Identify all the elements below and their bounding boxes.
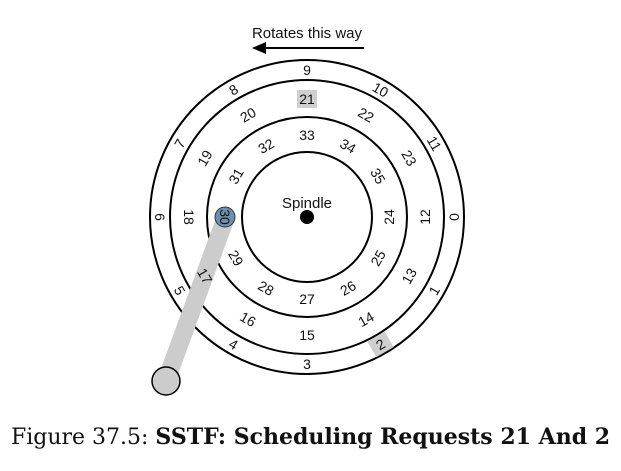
sector-12: 12 [417, 209, 433, 225]
rotation-label: Rotates this way [252, 25, 363, 42]
platter [149, 59, 465, 375]
sector-number: 18 [181, 209, 197, 225]
sector-26: 26 [337, 277, 359, 299]
sector-14: 14 [355, 308, 377, 330]
sector-number: 25 [367, 247, 389, 269]
sector-19: 19 [194, 147, 216, 169]
sector-10: 10 [370, 79, 392, 101]
sector-number: 23 [398, 147, 420, 169]
sector-number: 7 [171, 136, 189, 151]
sector-number: 17 [194, 265, 216, 287]
caption-title: SSTF: Scheduling Requests 21 And 2 [155, 424, 611, 450]
figure-caption: Figure 37.5: SSTF: Scheduling Requests 2… [0, 424, 621, 464]
sector-number: 29 [225, 247, 247, 269]
sector-25: 25 [367, 247, 389, 269]
sector-8: 8 [226, 81, 241, 99]
sector-number: 26 [337, 277, 359, 299]
spindle-dot [300, 210, 314, 224]
sector-number: 27 [299, 291, 315, 307]
sector-9: 9 [303, 62, 311, 78]
sector-17: 17 [194, 265, 216, 287]
sector-number: 5 [171, 283, 189, 298]
sector-29: 29 [225, 247, 247, 269]
sector-24: 24 [381, 209, 397, 225]
sector-7: 7 [171, 136, 189, 151]
arm-pivot [151, 366, 181, 396]
sector-30: 30 [214, 206, 236, 228]
sector-number: 10 [370, 79, 392, 101]
sector-number: 12 [417, 209, 433, 225]
sector-34: 34 [337, 135, 359, 157]
sector-1: 1 [425, 283, 443, 298]
sector-18: 18 [181, 209, 197, 225]
sector-number: 4 [226, 335, 241, 353]
sector-22: 22 [355, 104, 377, 126]
sector-2: 2 [367, 331, 394, 358]
sector-31: 31 [225, 165, 247, 187]
disk-diagram: Rotates this way Spindle 012345678910111… [149, 25, 465, 396]
sector-16: 16 [237, 308, 259, 330]
outer-track-ring [169, 79, 445, 355]
middle-track-ring [206, 116, 408, 318]
sector-number: 30 [217, 209, 233, 225]
disk-arm [151, 213, 235, 396]
sector-number: 34 [337, 135, 359, 157]
sector-number: 3 [303, 356, 311, 372]
rotation-arrow-icon [252, 42, 364, 54]
sector-20: 20 [237, 104, 259, 126]
sector-number: 22 [355, 104, 377, 126]
sector-35: 35 [367, 165, 389, 187]
sector-0: 0 [446, 213, 462, 221]
sector-27: 27 [299, 291, 315, 307]
inner-track-ring [241, 151, 373, 283]
sector-number: 14 [355, 308, 377, 330]
sector-number: 35 [367, 165, 389, 187]
sector-32: 32 [255, 135, 277, 157]
sector-number: 33 [299, 127, 315, 143]
sector-number: 6 [152, 213, 168, 221]
sector-number: 20 [237, 104, 259, 126]
sector-number: 8 [226, 81, 241, 99]
sector-28: 28 [255, 277, 277, 299]
sector-highlight [367, 331, 394, 358]
spindle-label: Spindle [282, 195, 332, 212]
sector-number: 21 [299, 91, 315, 107]
disk-head [214, 206, 236, 228]
sector-number: 13 [398, 265, 420, 287]
sector-33: 33 [299, 127, 315, 143]
sector-15: 15 [299, 327, 315, 343]
sector-23: 23 [398, 147, 420, 169]
sector-4: 4 [226, 335, 241, 353]
sector-number: 32 [255, 135, 277, 157]
caption-prefix: Figure 37.5: [10, 425, 149, 450]
sector-number: 9 [303, 62, 311, 78]
sector-11: 11 [424, 133, 445, 154]
sector-3: 3 [303, 356, 311, 372]
sector-number: 15 [299, 327, 315, 343]
sector-5: 5 [171, 283, 189, 298]
sector-number: 28 [255, 277, 277, 299]
sector-number: 24 [381, 209, 397, 225]
sector-highlight [297, 90, 317, 108]
sector-number: 1 [425, 283, 443, 298]
sector-13: 13 [398, 265, 420, 287]
outer-edge-ring [149, 59, 465, 375]
sector-number: 11 [424, 133, 445, 154]
sector-21: 21 [297, 90, 317, 108]
sector-number: 0 [446, 213, 462, 221]
sector-number: 31 [225, 165, 247, 187]
sector-number: 16 [237, 308, 259, 330]
sector-6: 6 [152, 213, 168, 221]
arm-bar [157, 213, 235, 385]
sector-number: 19 [194, 147, 216, 169]
